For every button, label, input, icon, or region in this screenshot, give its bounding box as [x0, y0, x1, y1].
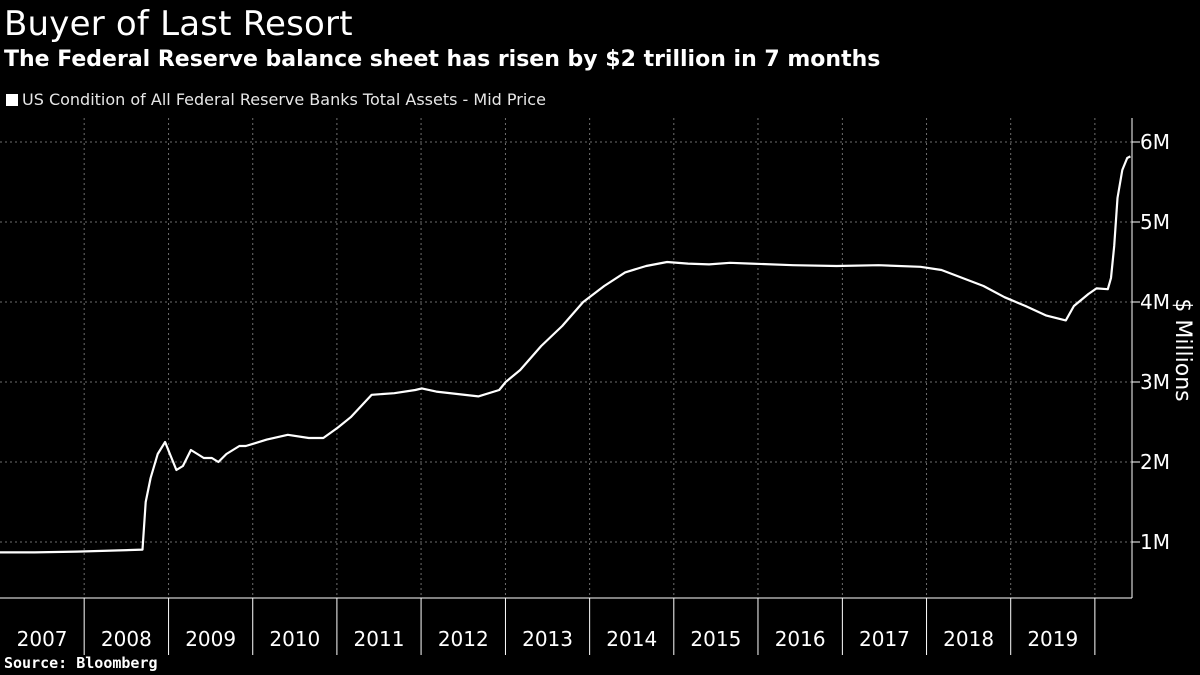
x-tick-label: 2010	[269, 627, 320, 651]
x-tick-label: 2013	[522, 627, 573, 651]
x-tick-label: 2017	[859, 627, 910, 651]
legend-swatch	[6, 94, 18, 106]
x-tick-label: 2016	[775, 627, 826, 651]
legend-label: US Condition of All Federal Reserve Bank…	[22, 90, 546, 109]
x-tick-label: 2011	[354, 627, 405, 651]
y-tick-label: 3M	[1140, 370, 1170, 394]
y-tick-label: 2M	[1140, 450, 1170, 474]
y-tick-label: 6M	[1140, 130, 1170, 154]
x-tick-label: 2014	[606, 627, 657, 651]
source-note: Source: Bloomberg	[4, 654, 158, 672]
x-tick-label: 2015	[690, 627, 741, 651]
x-tick-label: 2007	[17, 627, 68, 651]
x-tick-label: 2018	[943, 627, 994, 651]
y-tick-label: 1M	[1140, 530, 1170, 554]
x-tick-label: 2009	[185, 627, 236, 651]
x-tick-label: 2008	[101, 627, 152, 651]
x-tick-label: 2019	[1027, 627, 1078, 651]
y-tick-label: 5M	[1140, 210, 1170, 234]
y-axis-label: $ Millions	[1170, 298, 1195, 401]
x-tick-label: 2012	[438, 627, 489, 651]
y-tick-label: 4M	[1140, 290, 1170, 314]
series-line	[0, 155, 1131, 554]
chart-title: Buyer of Last Resort	[4, 4, 353, 44]
chart-subtitle: The Federal Reserve balance sheet has ri…	[4, 47, 881, 72]
legend: US Condition of All Federal Reserve Bank…	[6, 90, 546, 110]
